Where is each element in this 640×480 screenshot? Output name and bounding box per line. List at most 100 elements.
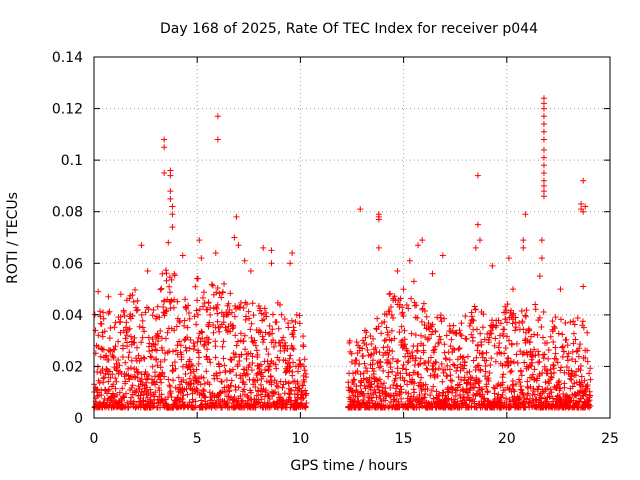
data-point: [219, 404, 226, 411]
data-point: [387, 364, 394, 371]
data-point: [403, 366, 410, 373]
data-point: [141, 328, 148, 335]
data-point: [415, 371, 422, 378]
data-point: [457, 367, 464, 374]
data-point: [513, 351, 520, 358]
data-point: [131, 335, 138, 342]
data-point: [247, 268, 254, 275]
data-point: [470, 384, 477, 391]
data-point: [584, 358, 591, 365]
data-point: [431, 374, 438, 381]
data-point: [510, 310, 517, 317]
data-point: [286, 394, 293, 401]
data-point: [394, 268, 401, 275]
data-point: [468, 403, 475, 410]
data-point: [576, 399, 583, 406]
data-point: [272, 361, 279, 368]
data-point: [213, 372, 220, 379]
data-point: [509, 320, 516, 327]
data-point: [524, 378, 531, 385]
data-point: [143, 384, 150, 391]
data-point: [303, 390, 310, 397]
data-point: [106, 335, 113, 342]
data-point: [216, 363, 223, 370]
data-point: [361, 392, 368, 399]
data-point: [95, 343, 102, 350]
data-point: [113, 378, 120, 385]
data-point: [174, 298, 181, 305]
data-point: [134, 306, 141, 313]
data-point: [177, 342, 184, 349]
data-point: [372, 389, 379, 396]
data-point: [282, 378, 289, 385]
data-point: [231, 313, 238, 320]
data-point: [457, 331, 464, 338]
data-point: [218, 294, 225, 301]
data-point: [586, 370, 593, 377]
data-point: [116, 389, 123, 396]
data-point: [504, 333, 511, 340]
data-point: [116, 362, 123, 369]
data-point: [401, 342, 408, 349]
data-point: [474, 221, 481, 228]
data-point: [477, 367, 484, 374]
data-point: [224, 399, 231, 406]
data-point: [482, 363, 489, 370]
data-point: [421, 394, 428, 401]
data-point: [456, 381, 463, 388]
data-point: [227, 290, 234, 297]
data-point: [162, 335, 169, 342]
data-point: [100, 309, 107, 316]
data-point: [218, 378, 225, 385]
data-point: [583, 383, 590, 390]
data-point: [540, 121, 547, 128]
data-point: [231, 234, 238, 241]
data-point: [482, 368, 489, 375]
data-point: [254, 377, 261, 384]
data-point: [397, 370, 404, 377]
data-point: [201, 380, 208, 387]
data-point: [444, 373, 451, 380]
data-point: [126, 295, 133, 302]
data-point: [534, 332, 541, 339]
data-point: [198, 374, 205, 381]
data-point: [370, 357, 377, 364]
data-point: [163, 277, 170, 284]
data-point: [97, 313, 104, 320]
data-point: [208, 281, 215, 288]
data-point: [193, 366, 200, 373]
data-point: [275, 391, 282, 398]
data-point: [497, 320, 504, 327]
data-point: [461, 359, 468, 366]
data-point: [99, 333, 106, 340]
data-point: [500, 371, 507, 378]
data-point: [478, 350, 485, 357]
y-tick-label: 0.14: [52, 50, 83, 66]
data-point: [368, 374, 375, 381]
data-point: [233, 342, 240, 349]
data-point: [247, 326, 254, 333]
data-point: [117, 329, 124, 336]
data-point: [463, 335, 470, 342]
data-point: [582, 354, 589, 361]
data-point: [442, 355, 449, 362]
data-point: [288, 386, 295, 393]
data-point: [436, 391, 443, 398]
data-point: [572, 358, 579, 365]
data-point: [515, 395, 522, 402]
data-point: [531, 366, 538, 373]
data-point: [519, 390, 526, 397]
data-point: [529, 399, 536, 406]
data-point: [182, 296, 189, 303]
data-point: [258, 396, 265, 403]
data-point: [560, 390, 567, 397]
data-point: [587, 376, 594, 383]
data-point: [510, 381, 517, 388]
data-point: [512, 324, 519, 331]
data-point: [356, 361, 363, 368]
data-point: [140, 354, 147, 361]
data-point: [296, 320, 303, 327]
data-point: [293, 311, 300, 318]
data-point: [428, 387, 435, 394]
data-point: [421, 321, 428, 328]
